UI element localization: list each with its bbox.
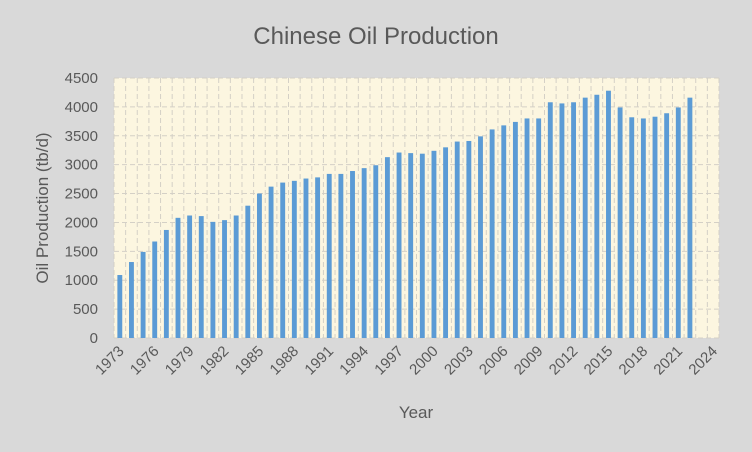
bar-1983	[234, 216, 239, 338]
bar-2000	[432, 151, 437, 338]
bar-2005	[490, 129, 495, 338]
bar-2013	[583, 98, 588, 338]
bar-2004	[478, 136, 483, 338]
bar-2006	[501, 125, 506, 338]
y-tick-label: 2000	[65, 214, 98, 231]
x-axis-title: Year	[399, 403, 434, 422]
bar-1985	[257, 194, 262, 338]
y-axis-title: Oil Production (tb/d)	[33, 132, 52, 283]
x-axis-ticks: 1973 1976 1979 1982 1985 1988 1991 1994 1997 2000…	[92, 343, 721, 379]
bar-1982	[222, 220, 227, 338]
bar-2021	[676, 107, 681, 338]
bar-2009	[536, 118, 541, 338]
y-tick-label: 4000	[65, 99, 98, 116]
y-tick-label: 4500	[65, 70, 98, 87]
y-tick-label: 0	[90, 330, 98, 347]
bar-1984	[245, 206, 250, 338]
bar-1994	[362, 168, 367, 338]
bar-2003	[466, 141, 471, 338]
bar-2012	[571, 102, 576, 338]
x-tick-label: 1991	[301, 343, 337, 379]
bar-1986	[269, 187, 274, 338]
x-tick-label: 1976	[127, 343, 163, 379]
x-tick-label: 2015	[581, 343, 617, 379]
y-tick-label: 1500	[65, 243, 98, 260]
y-tick-label: 3500	[65, 128, 98, 145]
bar-1998	[408, 153, 413, 338]
bar-2017	[629, 117, 634, 338]
x-tick-label: 1982	[197, 343, 233, 379]
bar-2022	[687, 98, 692, 338]
x-tick-label: 1985	[232, 343, 268, 379]
bar-1993	[350, 171, 355, 338]
x-tick-label: 2003	[441, 343, 477, 379]
bar-1973	[117, 275, 122, 338]
bar-2014	[594, 95, 599, 338]
bar-1981	[210, 222, 215, 338]
x-tick-label: 2012	[546, 343, 582, 379]
bar-2016	[618, 107, 623, 338]
bar-2011	[559, 103, 564, 338]
x-tick-label: 1988	[267, 343, 303, 379]
x-tick-label: 2006	[476, 343, 512, 379]
bar-1999	[420, 154, 425, 338]
bar-2007	[513, 122, 518, 338]
bar-1988	[292, 181, 297, 338]
bar-1980	[199, 216, 204, 338]
x-tick-label: 2021	[650, 343, 686, 379]
x-tick-label: 2009	[511, 343, 547, 379]
bar-1997	[397, 153, 402, 338]
bar-2015	[606, 91, 611, 338]
bar-1978	[176, 218, 181, 338]
bar-1979	[187, 216, 192, 338]
bar-2019	[653, 117, 658, 338]
x-tick-label: 1973	[92, 343, 128, 379]
bar-1990	[315, 177, 320, 338]
x-tick-label: 1979	[162, 343, 198, 379]
bar-1975	[141, 252, 146, 338]
bar-1991	[327, 174, 332, 338]
y-tick-label: 1000	[65, 272, 98, 289]
y-tick-label: 2500	[65, 186, 98, 203]
y-axis-ticks: 0 500 1000 1500 2000 2500 3000 3500 4000 4500	[65, 70, 98, 347]
bar-2001	[443, 147, 448, 338]
bar-1976	[152, 242, 157, 338]
chart-title: Chinese Oil Production	[253, 23, 498, 50]
bar-1987	[280, 183, 285, 338]
x-tick-label: 2018	[616, 343, 652, 379]
x-tick-label: 1997	[371, 343, 407, 379]
y-tick-label: 500	[73, 301, 98, 318]
bar-1974	[129, 262, 134, 338]
x-tick-label: 2024	[685, 343, 721, 379]
bar-2018	[641, 118, 646, 338]
bar-1989	[304, 179, 309, 338]
bar-2002	[455, 142, 460, 338]
bar-1977	[164, 230, 169, 338]
y-tick-label: 3000	[65, 157, 98, 174]
x-tick-label: 2000	[406, 343, 442, 379]
bar-1995	[373, 165, 378, 338]
bar-1992	[338, 174, 343, 338]
bar-2020	[664, 113, 669, 338]
bar-1996	[385, 157, 390, 338]
x-tick-label: 1994	[336, 343, 372, 379]
bar-2008	[525, 118, 530, 338]
bar-2010	[548, 102, 553, 338]
